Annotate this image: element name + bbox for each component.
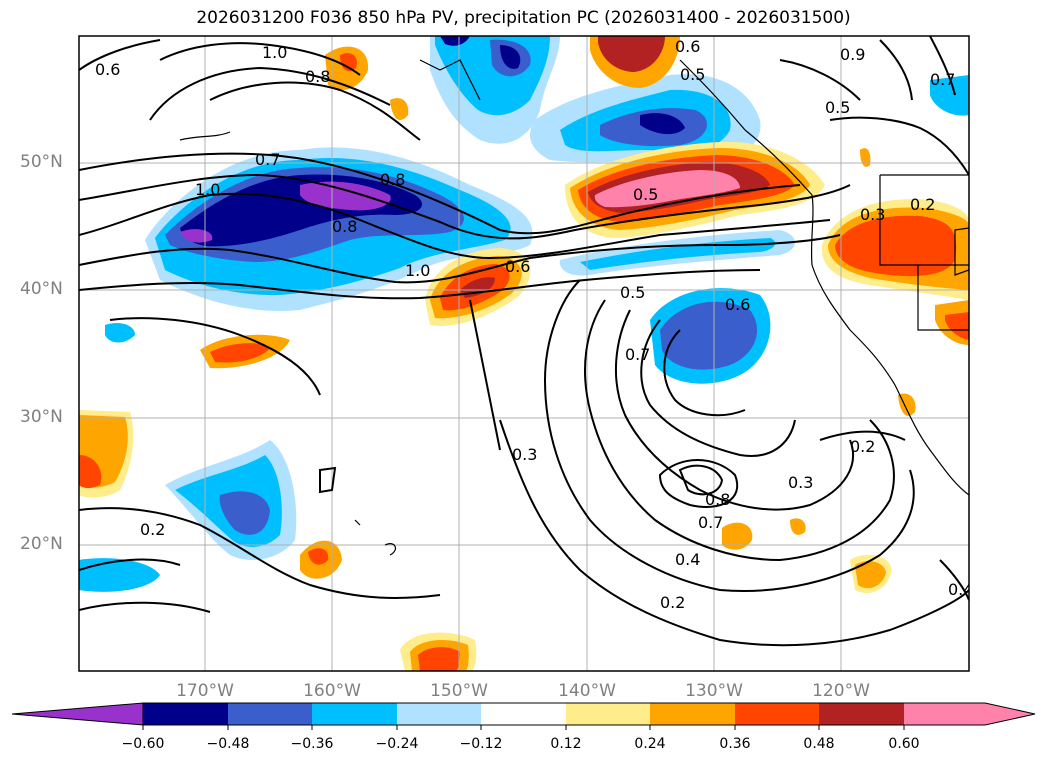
contour-label: 0.5: [825, 98, 850, 117]
colorbar-tick-label: 0.48: [803, 736, 835, 752]
lon-label-170w: 170°W: [176, 681, 234, 701]
contour-label-group: 1.0 0.8 0.7 1.0 0.8 1.0 0.6 0.5 0.6 0.7 …: [95, 37, 973, 612]
negative-blob-sw: [79, 323, 297, 592]
contour-label: 0.4: [948, 580, 973, 599]
positive-blob-bc: [860, 148, 871, 167]
contour-label: 0.7: [930, 70, 955, 89]
contour-label: 0.8: [705, 490, 730, 509]
colorbar-tick-label: −0.12: [459, 736, 503, 752]
colorbar-ticks: [142, 725, 905, 730]
contour-label: 0.3: [860, 205, 885, 224]
contour-label: 0.6: [675, 37, 700, 56]
positive-blob-se-2: [790, 518, 806, 535]
contour-label: 0.6: [725, 295, 750, 314]
coastlines: [179, 59, 969, 556]
map-plot-area: 1.0 0.8 0.7 1.0 0.8 1.0 0.6 0.5 0.6 0.7 …: [79, 36, 973, 671]
contour-label: 1.0: [262, 43, 287, 62]
contour-label: 1.0: [405, 261, 430, 280]
positive-blob-se-3-core: [855, 561, 886, 589]
positive-blob-west-edge: [79, 410, 134, 498]
colorbar-cell: [650, 703, 735, 725]
contour-label: 0.8: [305, 67, 330, 86]
colorbar-cell: [143, 703, 228, 725]
negative-blob-north: [430, 36, 560, 144]
lon-label-140w: 140°W: [558, 681, 616, 701]
colorbar-cell: [735, 703, 819, 725]
colorbar-tick-label: 0.36: [719, 736, 751, 752]
contour-label: 0.2: [660, 593, 685, 612]
colorbar-cell: [481, 703, 566, 725]
positive-blob-40n: [425, 248, 531, 326]
negative-blob-ne: [530, 74, 761, 163]
colorbar-cell: [397, 703, 481, 725]
positive-blob-bottom: [400, 632, 477, 671]
lon-label-150w: 150°W: [430, 681, 488, 701]
positive-blob-small: [390, 98, 409, 120]
contour-label: 0.7: [698, 513, 723, 532]
positive-blob-east: [821, 199, 969, 345]
colorbar-tick-label: −0.24: [375, 736, 419, 752]
positive-blob-nw-core: [340, 53, 357, 72]
colorbar-cell: [228, 703, 312, 725]
contour-label: 0.5: [633, 185, 658, 204]
contour-label: 0.3: [512, 445, 537, 464]
contour-label: 0.3: [788, 473, 813, 492]
lat-label-40n: 40°N: [20, 279, 63, 299]
colorbar-tick-label: 0.60: [888, 736, 920, 752]
lon-label-160w: 160°W: [303, 681, 361, 701]
map-title: 2026031200 F036 850 hPa PV, precipitatio…: [196, 8, 851, 28]
contour-label: 0.5: [620, 283, 645, 302]
positive-blob-19n-core: [308, 548, 329, 565]
positive-blob-36n-core: [210, 343, 270, 363]
negative-blob-se: [650, 288, 771, 384]
negative-band-40n: [559, 230, 795, 276]
contour-label: 0.8: [332, 217, 357, 236]
colorbar-cell: [819, 703, 904, 725]
pv-contours: [79, 36, 969, 647]
positive-blob-se-1: [722, 522, 753, 550]
contour-label: 0.5: [680, 65, 705, 84]
contour-label: 0.2: [140, 520, 165, 539]
contour-label: 0.4: [675, 550, 700, 569]
colorbar-arrow-left: [11, 702, 144, 726]
contour-label: 0.2: [850, 437, 875, 456]
contour-label: 1.0: [195, 180, 220, 199]
colorbar-cell: [312, 703, 397, 725]
colorbar-tick-label: 0.12: [550, 736, 582, 752]
lat-label-20n: 20°N: [20, 534, 63, 554]
lon-label-130w: 130°W: [685, 681, 743, 701]
contour-label: 0.7: [625, 345, 650, 364]
contour-label: 0.7: [255, 150, 280, 169]
graticule: [79, 36, 969, 671]
colorbar-tick-label: −0.36: [290, 736, 334, 752]
plot-frame: [78, 35, 970, 672]
negative-corner-ne: [930, 75, 969, 116]
lat-label-50n: 50°N: [20, 152, 63, 172]
colorbar-cell: [566, 703, 650, 725]
contour-label: 0.2: [910, 195, 935, 214]
lat-label-30n: 30°N: [20, 407, 63, 427]
contour-label: 0.8: [380, 170, 405, 189]
colorbar-tick-label: −0.48: [206, 736, 250, 752]
positive-blob-top: [590, 36, 680, 88]
lon-label-120w: 120°W: [812, 681, 870, 701]
contour-label: 0.6: [95, 60, 120, 79]
contour-label: 0.9: [840, 45, 865, 64]
colorbar-tick-label: 0.24: [634, 736, 666, 752]
negative-band-central: [145, 147, 533, 311]
colorbar: [11, 702, 1036, 730]
positive-band-ne: [565, 141, 825, 238]
contour-label: 0.6: [505, 257, 530, 276]
colorbar-tick-label: −0.60: [121, 736, 165, 752]
colorbar-arrow-right: [904, 703, 1035, 725]
